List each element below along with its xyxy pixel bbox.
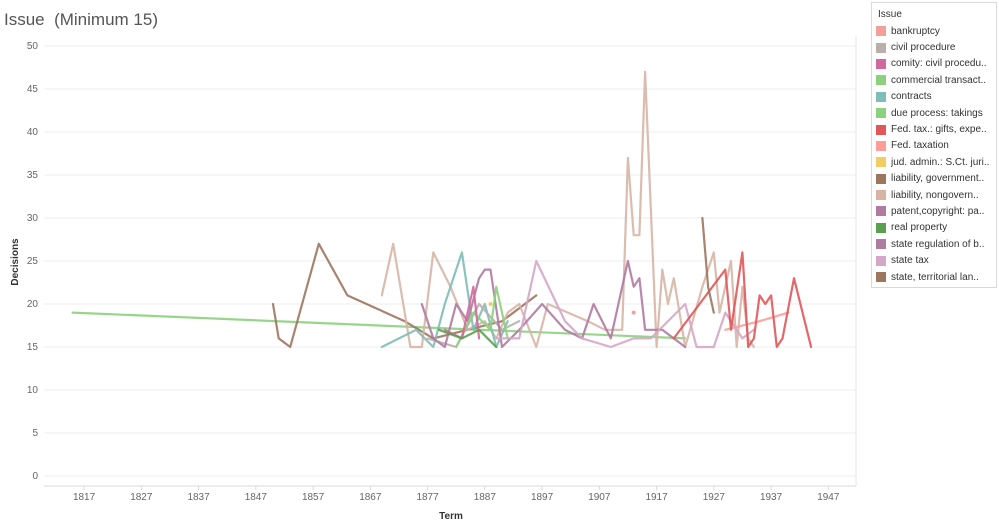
x-tick-label: 1937 [760, 492, 783, 503]
series-line-commercial-transact[interactable] [455, 285, 509, 349]
legend-item[interactable]: state regulation of b.. [872, 236, 996, 252]
legend-item[interactable]: Fed. tax.: gifts, expe.. [872, 121, 996, 137]
x-tick-label: 1947 [817, 492, 840, 503]
x-tick-label: 1817 [73, 492, 96, 503]
legend-label: Fed. tax.: gifts, expe.. [891, 124, 987, 136]
series-line-fed-taxation[interactable] [724, 311, 790, 331]
legend-swatch [876, 239, 886, 250]
chart-title: Issue (Minimum 15) [4, 10, 158, 29]
y-tick-label: 40 [27, 127, 39, 138]
legend-swatch [876, 108, 886, 119]
x-tick-label: 1927 [703, 492, 726, 503]
legend-item[interactable]: bankruptcy [872, 23, 996, 39]
legend-item[interactable]: state tax [872, 252, 996, 268]
legend-swatch [876, 42, 886, 53]
x-tick-label: 1847 [245, 492, 268, 503]
x-axis-title: Term [439, 511, 463, 522]
series-line-contracts[interactable] [380, 251, 509, 349]
legend-swatch [876, 173, 886, 184]
legend-item[interactable]: commercial transact.. [872, 72, 996, 88]
x-tick-label: 1857 [302, 492, 325, 503]
y-tick-label: 15 [27, 342, 39, 353]
legend-swatch [876, 91, 886, 102]
x-tick-label: 1867 [359, 492, 382, 503]
legend-title: Issue [878, 9, 902, 20]
legend-swatch [876, 222, 886, 233]
axes: 0 5 10 15 20 25 30 35 40 45 50 1817 1827 1837 1847 1857… [27, 36, 857, 503]
y-tick-label: 50 [27, 41, 39, 52]
legend-label: commercial transact.. [891, 74, 987, 86]
y-tick-label: 5 [32, 428, 38, 439]
plot-area: 0 5 10 15 20 25 30 35 40 45 50 1817 1827 1837 1847 1857… [10, 36, 857, 522]
legend-swatch [876, 206, 886, 217]
series-line-due-process-takings[interactable] [71, 311, 687, 340]
legend-item[interactable]: liability, government.. [872, 171, 996, 187]
legend-item[interactable]: Fed. taxation [872, 138, 996, 154]
y-tick-label: 25 [27, 256, 39, 267]
series-line-liability-nongovern[interactable] [380, 70, 756, 349]
legend-item[interactable]: state, territorial lan.. [872, 269, 996, 285]
legend-swatch [876, 75, 886, 86]
y-tick-label: 35 [27, 170, 39, 181]
x-tick-label: 1877 [416, 492, 439, 503]
legend-label: real property [891, 222, 948, 234]
legend-swatch [876, 272, 886, 283]
legend-label: state, territorial lan.. [891, 271, 979, 283]
legend-item[interactable]: comity: civil procedu.. [872, 56, 996, 72]
x-tick-label: 1837 [187, 492, 210, 503]
series-line-real-property[interactable] [437, 328, 498, 349]
legend-item[interactable]: due process: takings [872, 105, 996, 121]
legend-label: state regulation of b.. [891, 238, 985, 250]
legend-label: comity: civil procedu.. [891, 58, 987, 70]
series-point-jud-admin-s-ct-juri[interactable] [488, 302, 493, 306]
legend-swatch [876, 140, 886, 151]
legend-swatch [876, 255, 886, 266]
legend-item[interactable]: civil procedure [872, 39, 996, 55]
legend-item[interactable]: jud. admin.: S.Ct. juri.. [872, 154, 996, 170]
legend-label: Fed. taxation [891, 140, 949, 152]
legend-label: civil procedure [891, 42, 956, 54]
series-point-bankruptcy[interactable] [631, 310, 636, 315]
legend-item[interactable]: liability, nongovern.. [872, 187, 996, 203]
legend-item[interactable]: patent,copyright: pa.. [872, 203, 996, 219]
legend-label: liability, government.. [891, 173, 985, 185]
x-tick-label: 1887 [474, 492, 497, 503]
legend-item[interactable]: real property [872, 220, 996, 236]
x-tick-label: 1917 [645, 492, 668, 503]
legend-item[interactable]: contracts [872, 89, 996, 105]
legend-swatch [876, 157, 886, 168]
series-lines [71, 70, 813, 349]
legend-swatch [876, 58, 886, 69]
x-tick-label: 1897 [531, 492, 554, 503]
x-tick-label: 1907 [588, 492, 611, 503]
y-tick-label: 0 [32, 471, 38, 482]
y-tick-label: 30 [27, 213, 39, 224]
legend-swatch [876, 190, 886, 201]
series-line-patent-copyright-pa[interactable] [420, 259, 687, 349]
y-tick-label: 20 [27, 299, 39, 310]
legend-label: state tax [891, 255, 929, 267]
y-tick-label: 45 [27, 84, 39, 95]
legend-swatch [876, 124, 886, 135]
series-line-state-tax[interactable] [495, 259, 756, 349]
legend-label: contracts [891, 91, 932, 103]
series-line-fed-tax-gifts-expe[interactable] [672, 251, 813, 349]
legend-label: liability, nongovern.. [891, 189, 979, 201]
y-tick-label: 10 [27, 385, 39, 396]
series-line-liability-government[interactable] [701, 216, 715, 314]
legend: Issue bankruptcy civil procedure comity: c… [871, 2, 997, 288]
legend-items: bankruptcy civil procedure comity: civil p… [872, 23, 996, 285]
x-tick-label: 1827 [130, 492, 153, 503]
gridlines [44, 45, 856, 477]
legend-swatch [876, 26, 886, 37]
legend-label: patent,copyright: pa.. [891, 205, 985, 217]
legend-label: bankruptcy [891, 25, 940, 37]
legend-label: due process: takings [891, 107, 983, 119]
legend-label: jud. admin.: S.Ct. juri.. [891, 156, 990, 168]
y-axis-title: Decisions [10, 238, 21, 286]
